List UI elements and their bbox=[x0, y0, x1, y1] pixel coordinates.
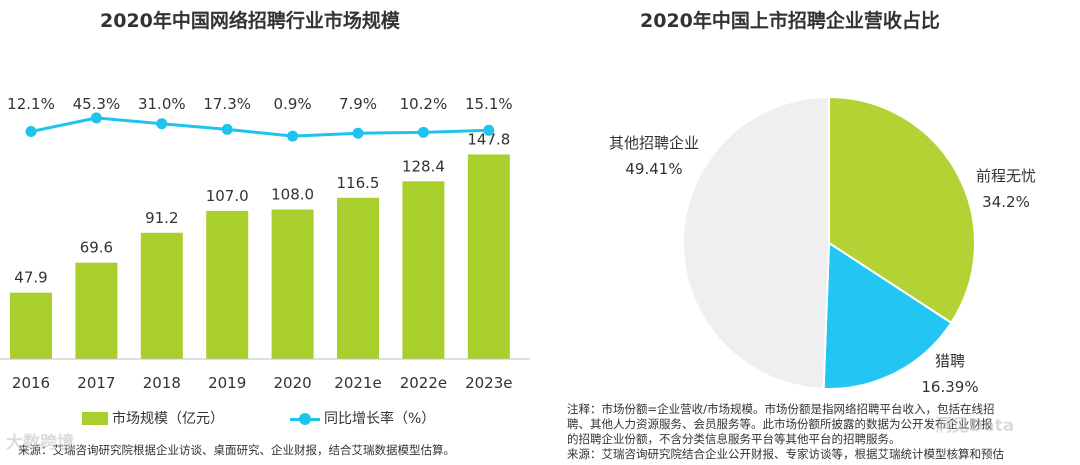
market-size-chart: 47.9 69.6 91.2 107.0 108.0 116.5 128.4 147.8 20… bbox=[0, 95, 530, 392]
pie-slice-1 bbox=[822, 241, 953, 390]
bar-2017 bbox=[75, 262, 118, 359]
growth-value-label: 12.1% bbox=[7, 95, 55, 113]
bar-value-label: 108.0 bbox=[271, 186, 314, 204]
bar-value-label: 69.6 bbox=[80, 239, 113, 257]
x-tick-label: 2019 bbox=[208, 374, 246, 392]
growth-point-2020 bbox=[287, 130, 299, 142]
pie-slice-value: 34.2% bbox=[982, 193, 1030, 211]
bar-2020 bbox=[271, 209, 314, 359]
legend-bar-swatch bbox=[82, 411, 108, 425]
bar-value-label: 107.0 bbox=[206, 187, 249, 205]
growth-rate-line bbox=[30, 116, 489, 138]
source-line: 来源：艾瑞咨询研究院结合企业公开财报、专家访谈等，根据艾瑞统计模型核算和预估 bbox=[567, 447, 1004, 461]
revenue-share-pie: 前程无忧 34.2% 猎聘 16.39% 其他招聘企业 49.41% bbox=[609, 95, 1036, 396]
pie-slice-value: 16.39% bbox=[921, 378, 978, 396]
pie-slice-value: 49.41% bbox=[625, 160, 682, 178]
bar-2019 bbox=[206, 210, 249, 359]
watermark: 洞见Data bbox=[935, 416, 1015, 436]
note-line: 聘、其他人力资源服务、会员服务等。此市场份额所披露的数据为公开发布企业财报 bbox=[567, 417, 993, 431]
note-line: 的招聘企业份额，不含分类信息服务平台等其他平台的招聘服务。 bbox=[567, 432, 901, 446]
bar-value-label: 128.4 bbox=[402, 157, 445, 175]
growth-value-label: 31.0% bbox=[138, 95, 186, 113]
growth-value-label: 7.9% bbox=[339, 95, 377, 113]
x-tick-label: 2022e bbox=[400, 374, 447, 392]
bar-2016 bbox=[10, 292, 52, 359]
pie-slice-2 bbox=[682, 95, 830, 390]
bar-2023e bbox=[467, 154, 510, 359]
growth-point-2021e bbox=[352, 127, 364, 139]
x-tick-label: 2016 bbox=[12, 374, 50, 392]
x-tick-label: 2023e bbox=[465, 374, 512, 392]
bar-value-label: 91.2 bbox=[145, 209, 178, 227]
left-chart-source: 来源：艾瑞咨询研究院根据企业访谈、桌面研究、企业财报，结合艾瑞数据模型估算。 bbox=[18, 443, 455, 457]
growth-point-2016 bbox=[25, 126, 37, 138]
growth-point-2022e bbox=[417, 126, 429, 138]
x-tick-label: 2017 bbox=[77, 374, 115, 392]
bar-2021e bbox=[337, 197, 379, 359]
bar-2022e bbox=[402, 181, 445, 359]
x-tick-label: 2020 bbox=[274, 374, 312, 392]
watermark: 大数跨境 bbox=[6, 433, 74, 453]
bar-value-label: 47.9 bbox=[14, 269, 47, 287]
legend-line-label: 同比增长率（%） bbox=[324, 411, 436, 427]
growth-value-label: 15.1% bbox=[465, 95, 513, 113]
growth-point-2017 bbox=[90, 112, 102, 124]
legend-line-swatch bbox=[290, 412, 320, 425]
bar-value-label: 116.5 bbox=[337, 174, 380, 192]
pie-slice-label: 猎聘 bbox=[935, 352, 965, 370]
legend-growth-rate: 同比增长率（%） bbox=[290, 408, 435, 428]
bar-value-label: 147.8 bbox=[467, 130, 510, 148]
x-tick-label: 2021e bbox=[334, 374, 381, 392]
growth-value-label: 17.3% bbox=[203, 95, 251, 113]
note-line: 注释：市场份额=企业营收/市场规模。市场份额是指网络招聘平台收入，包括在线招 bbox=[567, 402, 995, 416]
legend-market-size: 市场规模（亿元） bbox=[82, 408, 224, 428]
growth-value-label: 10.2% bbox=[400, 95, 448, 113]
growth-value-label: 45.3% bbox=[73, 95, 121, 113]
pie-slice-label: 前程无忧 bbox=[976, 167, 1036, 185]
growth-point-2023e bbox=[483, 124, 495, 136]
bar-2018 bbox=[140, 232, 183, 359]
right-chart-title: 2020年中国上市招聘企业营收占比 bbox=[640, 10, 940, 32]
growth-point-2019 bbox=[221, 123, 233, 135]
left-chart-title: 2020年中国网络招聘行业市场规模 bbox=[100, 10, 400, 32]
right-chart-notes: 注释：市场份额=企业营收/市场规模。市场份额是指网络招聘平台收入，包括在线招 聘… bbox=[567, 402, 1077, 462]
growth-point-2018 bbox=[156, 118, 168, 130]
pie-slice-label: 其他招聘企业 bbox=[609, 134, 699, 152]
growth-value-label: 0.9% bbox=[274, 95, 312, 113]
legend-bar-label: 市场规模（亿元） bbox=[112, 411, 224, 427]
x-tick-label: 2018 bbox=[143, 374, 181, 392]
